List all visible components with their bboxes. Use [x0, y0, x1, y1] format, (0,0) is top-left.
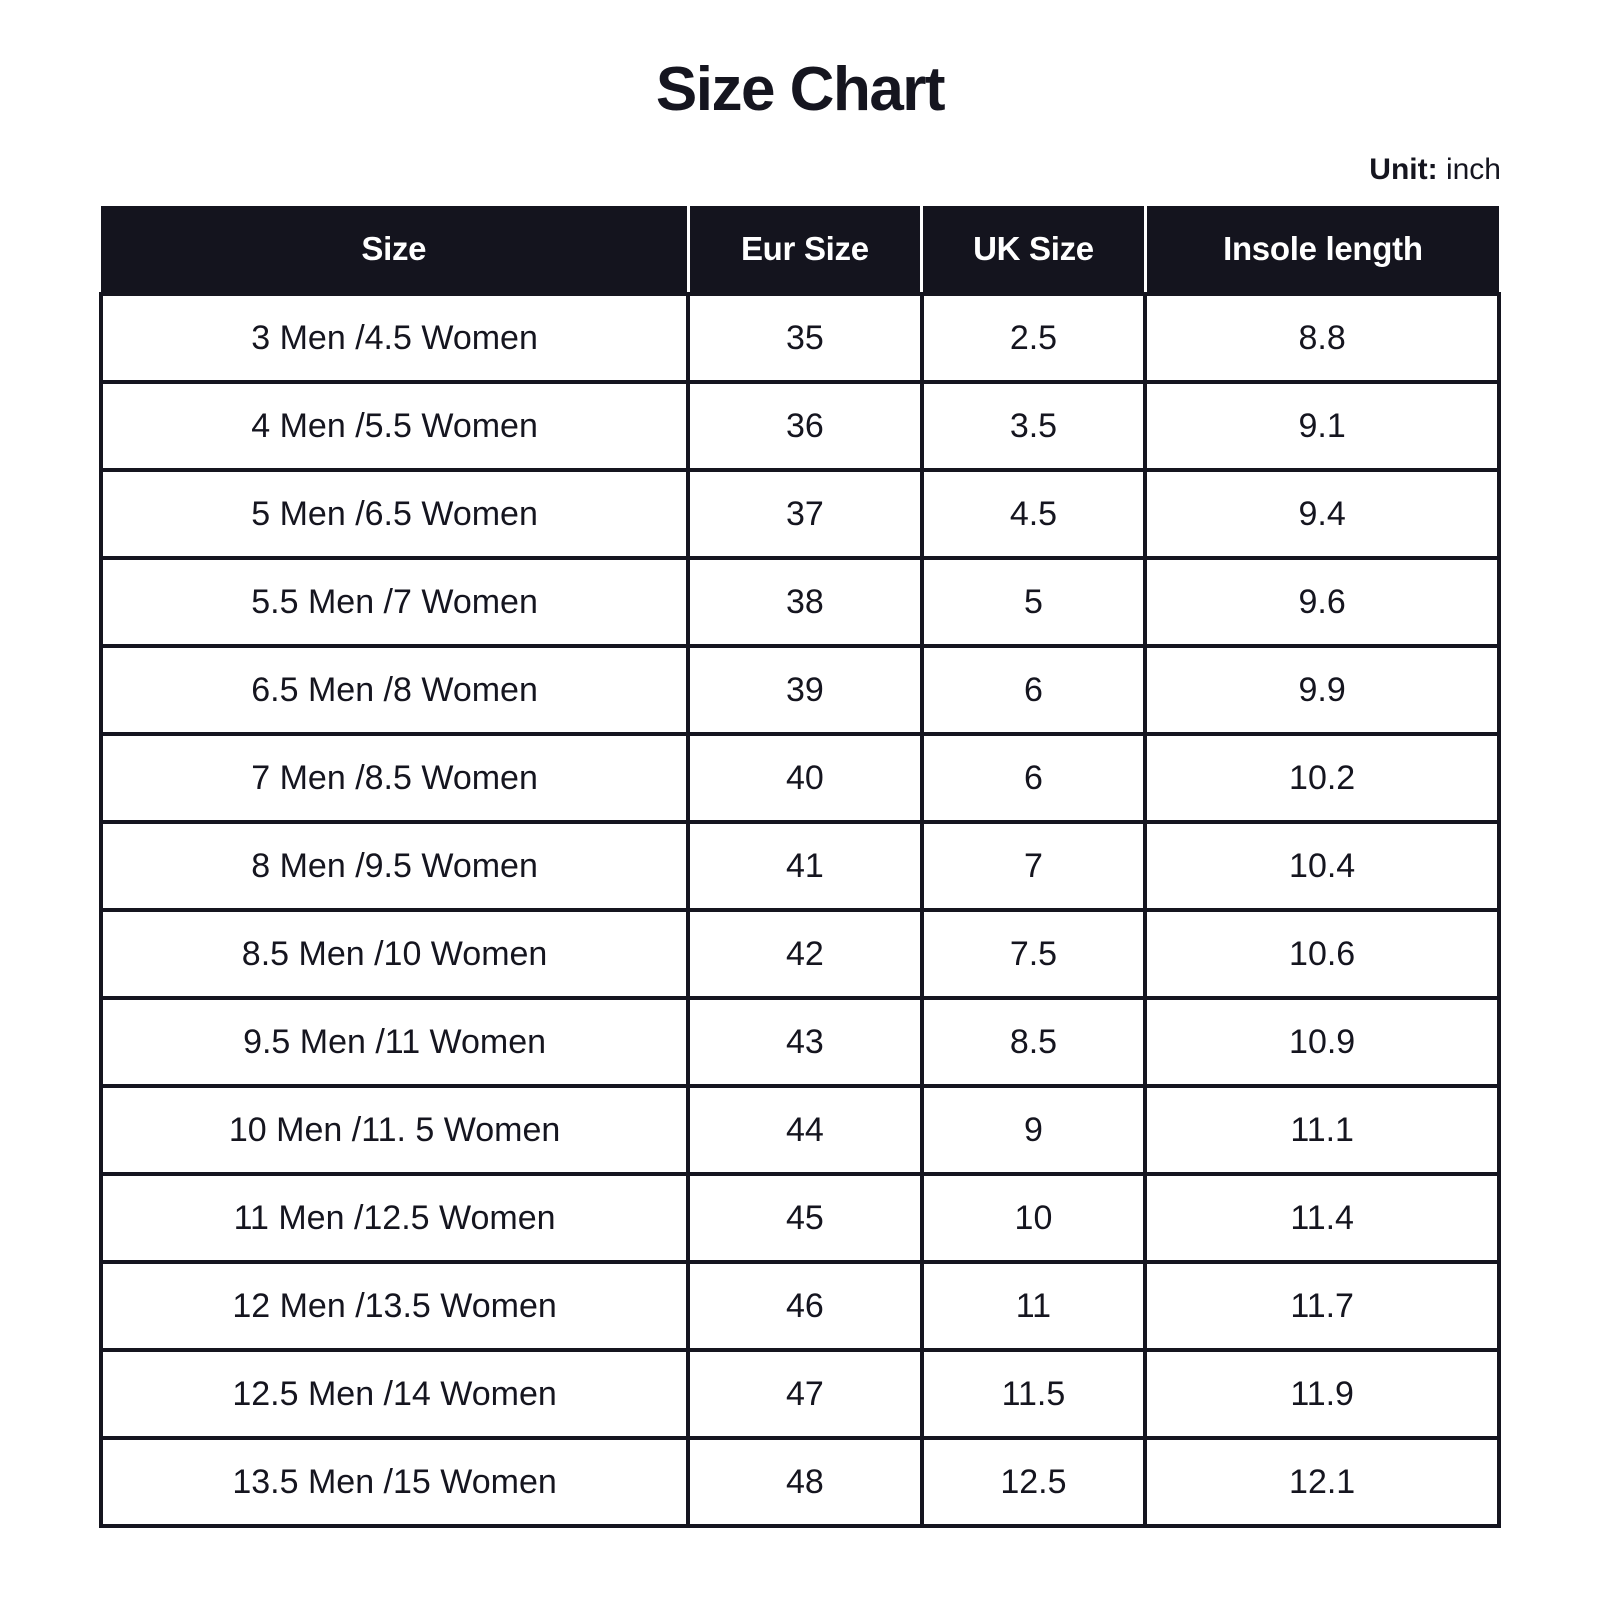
cell-insole-length: 12.1 — [1143, 1436, 1501, 1528]
cell-insole-length: 10.4 — [1143, 820, 1501, 912]
unit-label: Unit: — [1369, 153, 1438, 186]
table-row: 8.5 Men /10 Women 42 7.5 10.6 — [98, 908, 1501, 1000]
cell-uk-size: 11.5 — [919, 1348, 1148, 1440]
cell-uk-size: 6 — [919, 644, 1148, 736]
cell-eur-size: 41 — [686, 820, 924, 912]
column-header-uk-size: UK Size — [920, 206, 1146, 294]
cell-size: 10 Men /11. 5 Women — [98, 1084, 691, 1176]
cell-uk-size: 11 — [919, 1260, 1148, 1352]
cell-size: 4 Men /5.5 Women — [98, 380, 691, 472]
cell-insole-length: 11.1 — [1143, 1084, 1501, 1176]
cell-eur-size: 43 — [686, 996, 924, 1088]
table-row: 5 Men /6.5 Women 37 4.5 9.4 — [98, 468, 1501, 560]
table-row: 9.5 Men /11 Women 43 8.5 10.9 — [98, 996, 1501, 1088]
cell-eur-size: 44 — [686, 1084, 924, 1176]
cell-insole-length: 8.8 — [1143, 292, 1501, 384]
column-header-insole-length: Insole length — [1143, 206, 1499, 294]
cell-insole-length: 9.9 — [1143, 644, 1501, 736]
cell-insole-length: 10.6 — [1143, 908, 1501, 1000]
table-row: 12.5 Men /14 Women 47 11.5 11.9 — [98, 1348, 1501, 1440]
table-row: 6.5 Men /8 Women 39 6 9.9 — [98, 644, 1501, 736]
cell-uk-size: 2.5 — [919, 292, 1148, 384]
table-row: 13.5 Men /15 Women 48 12.5 12.1 — [98, 1436, 1501, 1528]
cell-uk-size: 3.5 — [919, 380, 1148, 472]
cell-size: 8.5 Men /10 Women — [98, 908, 691, 1000]
table-row: 3 Men /4.5 Women 35 2.5 8.8 — [98, 292, 1501, 384]
table-row: 4 Men /5.5 Women 36 3.5 9.1 — [98, 380, 1501, 472]
cell-size: 8 Men /9.5 Women — [98, 820, 691, 912]
table-header: Size Eur Size UK Size Insole length — [101, 206, 1499, 294]
cell-uk-size: 5 — [919, 556, 1148, 648]
cell-uk-size: 10 — [919, 1172, 1148, 1264]
size-chart-table: Size Eur Size UK Size Insole length 3 Me… — [98, 206, 1501, 1528]
table-row: 7 Men /8.5 Women 40 6 10.2 — [98, 732, 1501, 824]
table-row: 12 Men /13.5 Women 46 11 11.7 — [98, 1260, 1501, 1352]
cell-size: 6.5 Men /8 Women — [98, 644, 691, 736]
cell-eur-size: 36 — [686, 380, 924, 472]
cell-size: 7 Men /8.5 Women — [98, 732, 691, 824]
cell-size: 5.5 Men /7 Women — [98, 556, 691, 648]
cell-uk-size: 7.5 — [919, 908, 1148, 1000]
cell-insole-length: 10.2 — [1143, 732, 1501, 824]
cell-eur-size: 42 — [686, 908, 924, 1000]
table-body: 3 Men /4.5 Women 35 2.5 8.8 4 Men /5.5 W… — [98, 292, 1501, 1528]
cell-uk-size: 9 — [919, 1084, 1148, 1176]
cell-eur-size: 45 — [686, 1172, 924, 1264]
cell-uk-size: 6 — [919, 732, 1148, 824]
cell-size: 5 Men /6.5 Women — [98, 468, 691, 560]
cell-size: 11 Men /12.5 Women — [98, 1172, 691, 1264]
table-row: 5.5 Men /7 Women 38 5 9.6 — [98, 556, 1501, 648]
cell-size: 12.5 Men /14 Women — [98, 1348, 691, 1440]
cell-size: 12 Men /13.5 Women — [98, 1260, 691, 1352]
cell-insole-length: 11.9 — [1143, 1348, 1501, 1440]
cell-eur-size: 46 — [686, 1260, 924, 1352]
cell-uk-size: 12.5 — [919, 1436, 1148, 1528]
cell-eur-size: 39 — [686, 644, 924, 736]
cell-insole-length: 11.7 — [1143, 1260, 1501, 1352]
cell-uk-size: 8.5 — [919, 996, 1148, 1088]
cell-uk-size: 4.5 — [919, 468, 1148, 560]
column-header-size: Size — [101, 206, 689, 294]
header-row: Size Eur Size UK Size Insole length — [101, 206, 1499, 294]
cell-size: 9.5 Men /11 Women — [98, 996, 691, 1088]
cell-uk-size: 7 — [919, 820, 1148, 912]
table-row: 8 Men /9.5 Women 41 7 10.4 — [98, 820, 1501, 912]
cell-eur-size: 35 — [686, 292, 924, 384]
cell-size: 3 Men /4.5 Women — [98, 292, 691, 384]
cell-eur-size: 40 — [686, 732, 924, 824]
table-row: 11 Men /12.5 Women 45 10 11.4 — [98, 1172, 1501, 1264]
table-row: 10 Men /11. 5 Women 44 9 11.1 — [98, 1084, 1501, 1176]
cell-insole-length: 11.4 — [1143, 1172, 1501, 1264]
cell-insole-length: 9.4 — [1143, 468, 1501, 560]
cell-eur-size: 48 — [686, 1436, 924, 1528]
cell-eur-size: 37 — [686, 468, 924, 560]
cell-insole-length: 10.9 — [1143, 996, 1501, 1088]
unit-note: Unit: inch — [99, 152, 1501, 188]
page-title: Size Chart — [655, 55, 946, 124]
cell-insole-length: 9.1 — [1143, 380, 1501, 472]
cell-eur-size: 47 — [686, 1348, 924, 1440]
column-header-eur-size: Eur Size — [686, 206, 922, 294]
unit-value: inch — [1445, 153, 1501, 186]
cell-size: 13.5 Men /15 Women — [98, 1436, 691, 1528]
cell-eur-size: 38 — [686, 556, 924, 648]
cell-insole-length: 9.6 — [1143, 556, 1501, 648]
